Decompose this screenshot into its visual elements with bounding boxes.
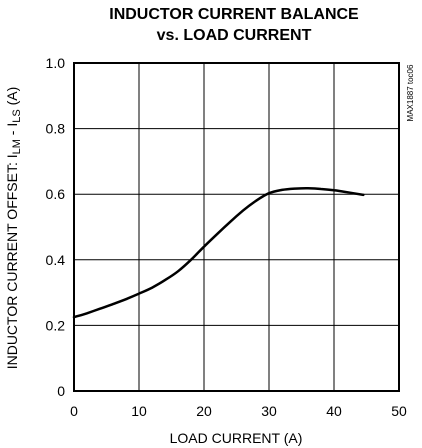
y-tick-label: 0.8	[46, 121, 66, 137]
x-tick-label: 40	[326, 403, 342, 419]
chart-title-line2: vs. LOAD CURRENT	[157, 27, 312, 44]
series-layer	[72, 187, 365, 319]
y-tick-label: 0.2	[46, 317, 66, 333]
x-axis-label: LOAD CURRENT (A)	[170, 430, 303, 446]
y-tick-label: 0.6	[46, 186, 66, 202]
y-axis-label-sub2: LS	[11, 109, 23, 122]
x-tick-label: 30	[261, 403, 277, 419]
y-axis-label-suffix: (A)	[4, 87, 20, 110]
x-tick-label: 50	[391, 403, 407, 419]
plot-frame	[73, 62, 400, 392]
series-line-0	[72, 187, 365, 319]
y-axis-label: INDUCTOR CURRENT OFFSET: ILM - ILS (A)	[4, 87, 23, 370]
chart-title-line1: INDUCTOR CURRENT BALANCE	[109, 6, 359, 23]
y-tick-label: 0	[57, 383, 65, 399]
x-tick-label: 10	[131, 403, 147, 419]
y-axis-label-prefix: INDUCTOR CURRENT OFFSET: I	[4, 154, 20, 369]
y-tick-label: 0.4	[46, 252, 66, 268]
x-tick-label: 20	[196, 403, 212, 419]
y-axis-label-mid: - I	[4, 123, 20, 139]
tick-labels: 0 10 20 30 40 50 0 0.2 0.4 0.6 0.8 1.0	[46, 55, 407, 419]
y-axis-label-sub1: LM	[11, 139, 23, 154]
part-id-label: MAX1887 toc06	[406, 64, 415, 121]
grid	[74, 63, 399, 391]
x-tick-label: 0	[70, 403, 78, 419]
y-tick-label: 1.0	[46, 55, 66, 71]
